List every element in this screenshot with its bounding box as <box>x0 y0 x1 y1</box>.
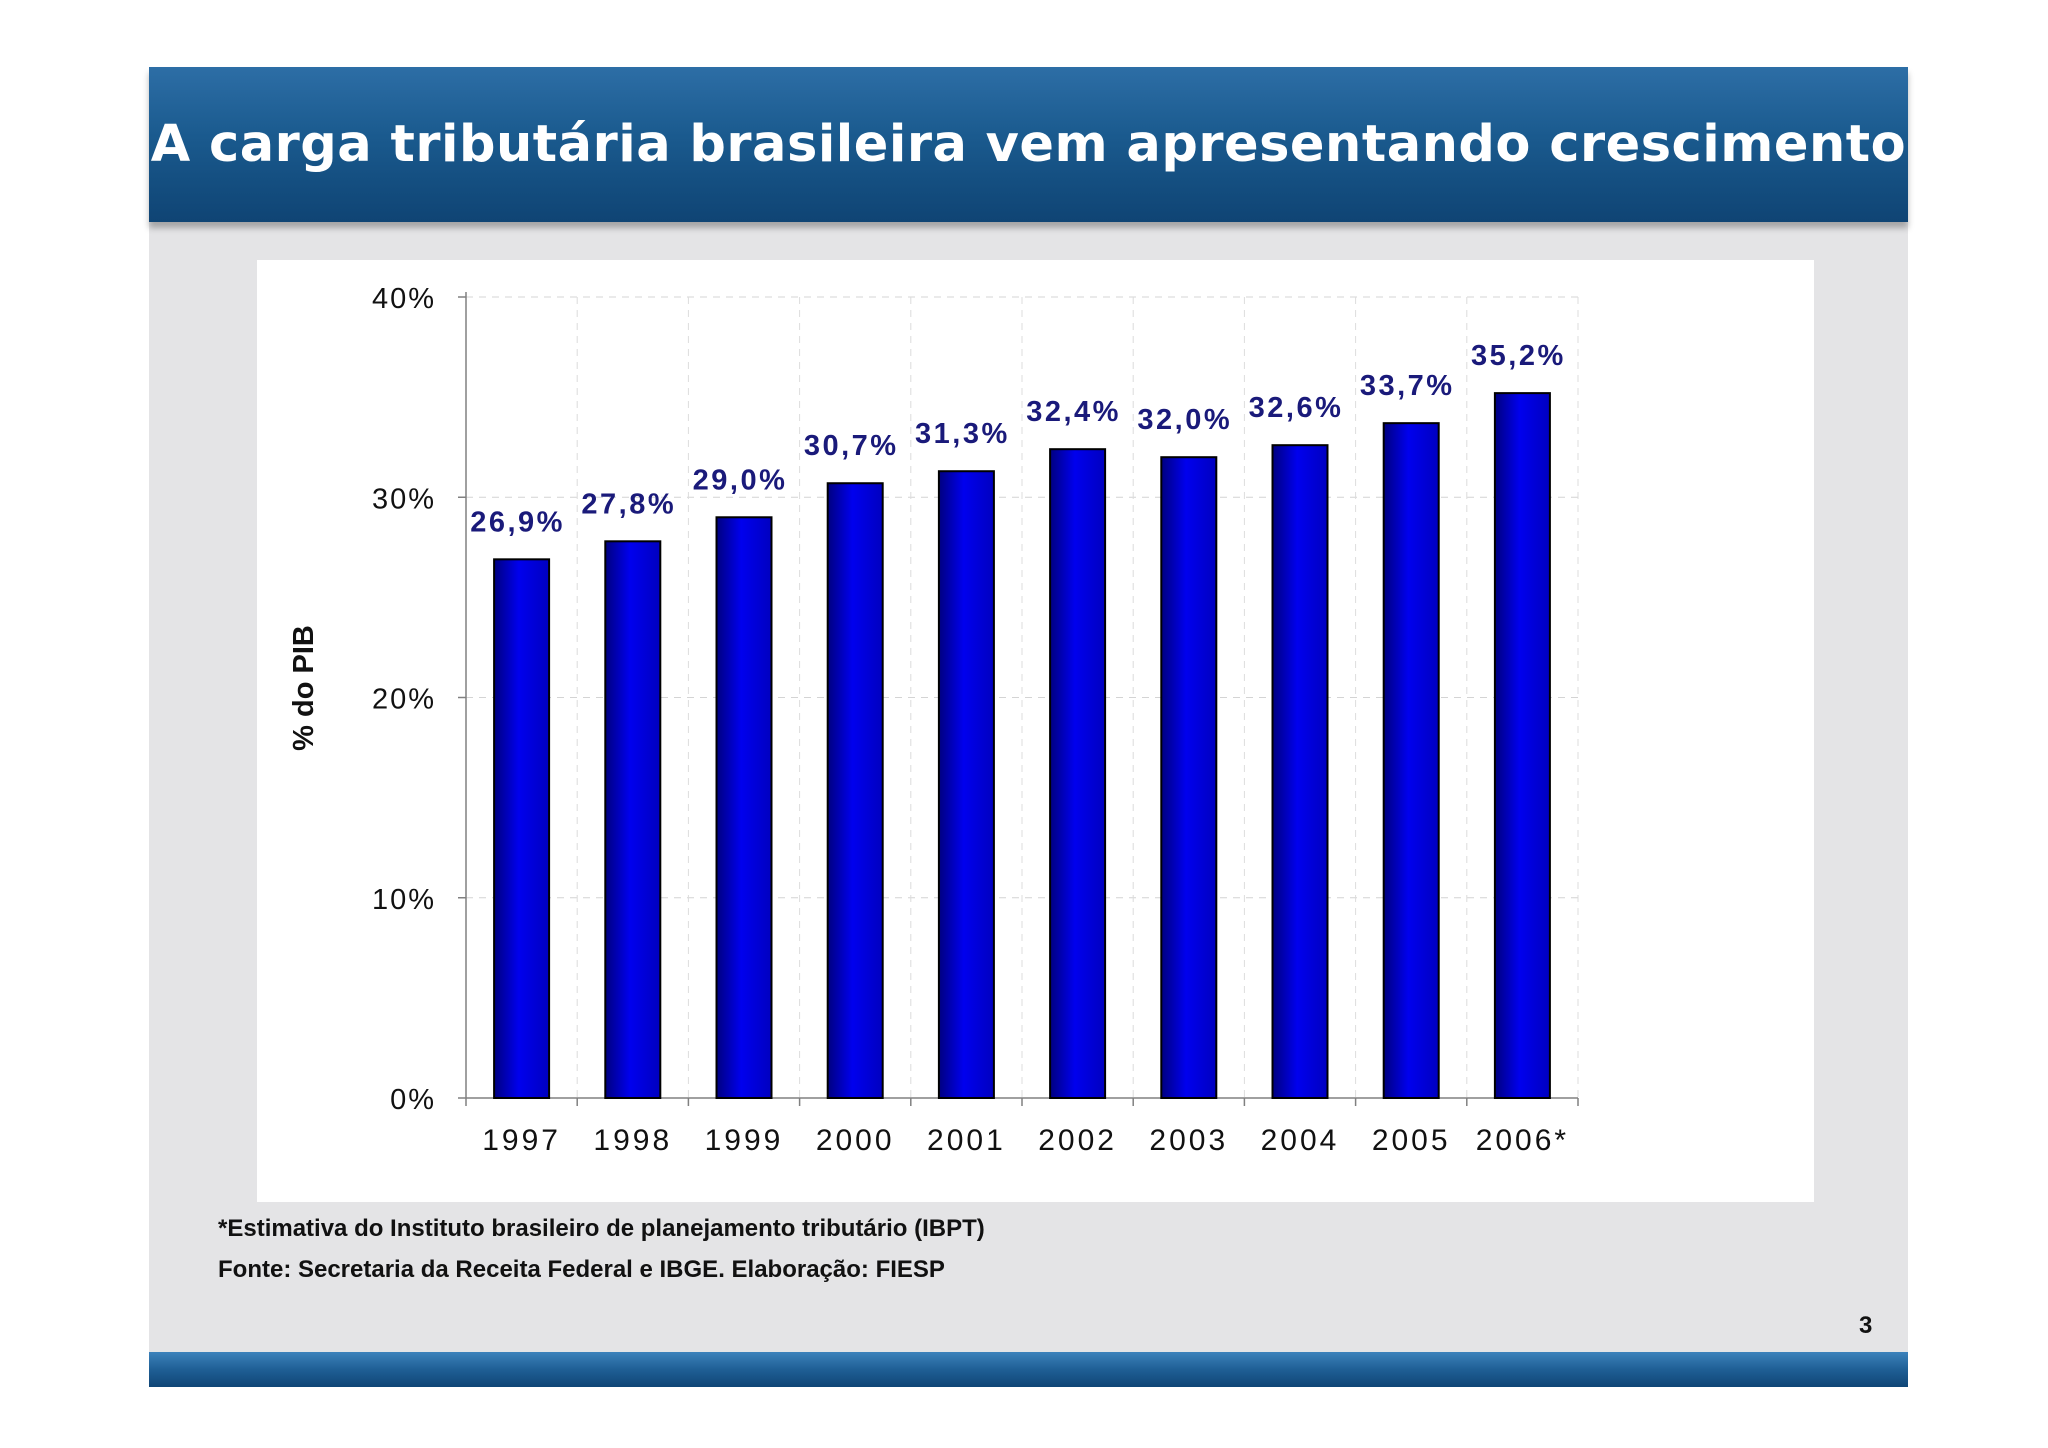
x-tick-label: 1997 <box>482 1124 561 1157</box>
bar-1998 <box>604 540 662 1099</box>
data-label: 32,0% <box>1137 404 1232 436</box>
chart-area: 0% 10% 20% 30% 40% 26,9% 1997 27,8% 1998 29,0% 19… <box>257 260 1814 1202</box>
x-tick-label: 2002 <box>1038 1124 1117 1157</box>
page-number: 3 <box>1859 1312 1873 1339</box>
data-label: 30,7% <box>804 430 899 462</box>
x-tick-label: 2006* <box>1476 1124 1569 1157</box>
slide: A carga tributária brasileira vem aprese… <box>149 67 1908 1387</box>
slide-title: A carga tributária brasileira vem aprese… <box>150 115 1907 174</box>
x-tick-label: 2004 <box>1261 1124 1340 1157</box>
bar-2002 <box>1049 448 1107 1099</box>
x-tick-label: 2000 <box>816 1124 895 1157</box>
bar-2006 <box>1493 392 1551 1099</box>
footnote-estimate: *Estimativa do Instituto brasileiro de p… <box>218 1215 985 1242</box>
data-label: 27,8% <box>581 488 676 520</box>
y-tick-label: 30% <box>372 483 436 515</box>
y-tick-label: 0% <box>390 1084 436 1116</box>
bar-1999 <box>715 516 773 1099</box>
bar-2000 <box>826 482 884 1100</box>
y-tick-label: 20% <box>372 684 436 716</box>
x-tick-label: 1998 <box>593 1124 672 1157</box>
x-tick-label: 1999 <box>705 1124 784 1157</box>
y-axis-label: % do PIB <box>288 625 320 751</box>
y-tick-label: 10% <box>372 884 436 916</box>
bar-chart: 0% 10% 20% 30% 40% 26,9% 1997 27,8% 1998 29,0% 19… <box>288 283 1579 1157</box>
data-label: 32,4% <box>1026 396 1121 428</box>
data-label: 32,6% <box>1249 392 1344 424</box>
title-bar: A carga tributária brasileira vem aprese… <box>149 67 1908 222</box>
data-label: 31,3% <box>915 418 1010 450</box>
footnote-source: Fonte: Secretaria da Receita Federal e I… <box>218 1256 945 1283</box>
x-tick-label: 2003 <box>1149 1124 1228 1157</box>
data-label: 29,0% <box>693 464 788 496</box>
bar-2004 <box>1271 444 1329 1099</box>
x-tick-label: 2005 <box>1372 1124 1451 1157</box>
bar-2005 <box>1382 422 1440 1100</box>
x-tick-label: 2001 <box>927 1124 1006 1157</box>
bar-2001 <box>937 470 995 1099</box>
data-label: 35,2% <box>1471 340 1566 372</box>
bar-1997 <box>493 558 551 1099</box>
bar-2003 <box>1160 456 1218 1099</box>
footer-bar <box>149 1352 1908 1387</box>
data-label: 33,7% <box>1360 370 1455 402</box>
y-tick-label: 40% <box>372 283 436 315</box>
data-label: 26,9% <box>470 506 565 538</box>
